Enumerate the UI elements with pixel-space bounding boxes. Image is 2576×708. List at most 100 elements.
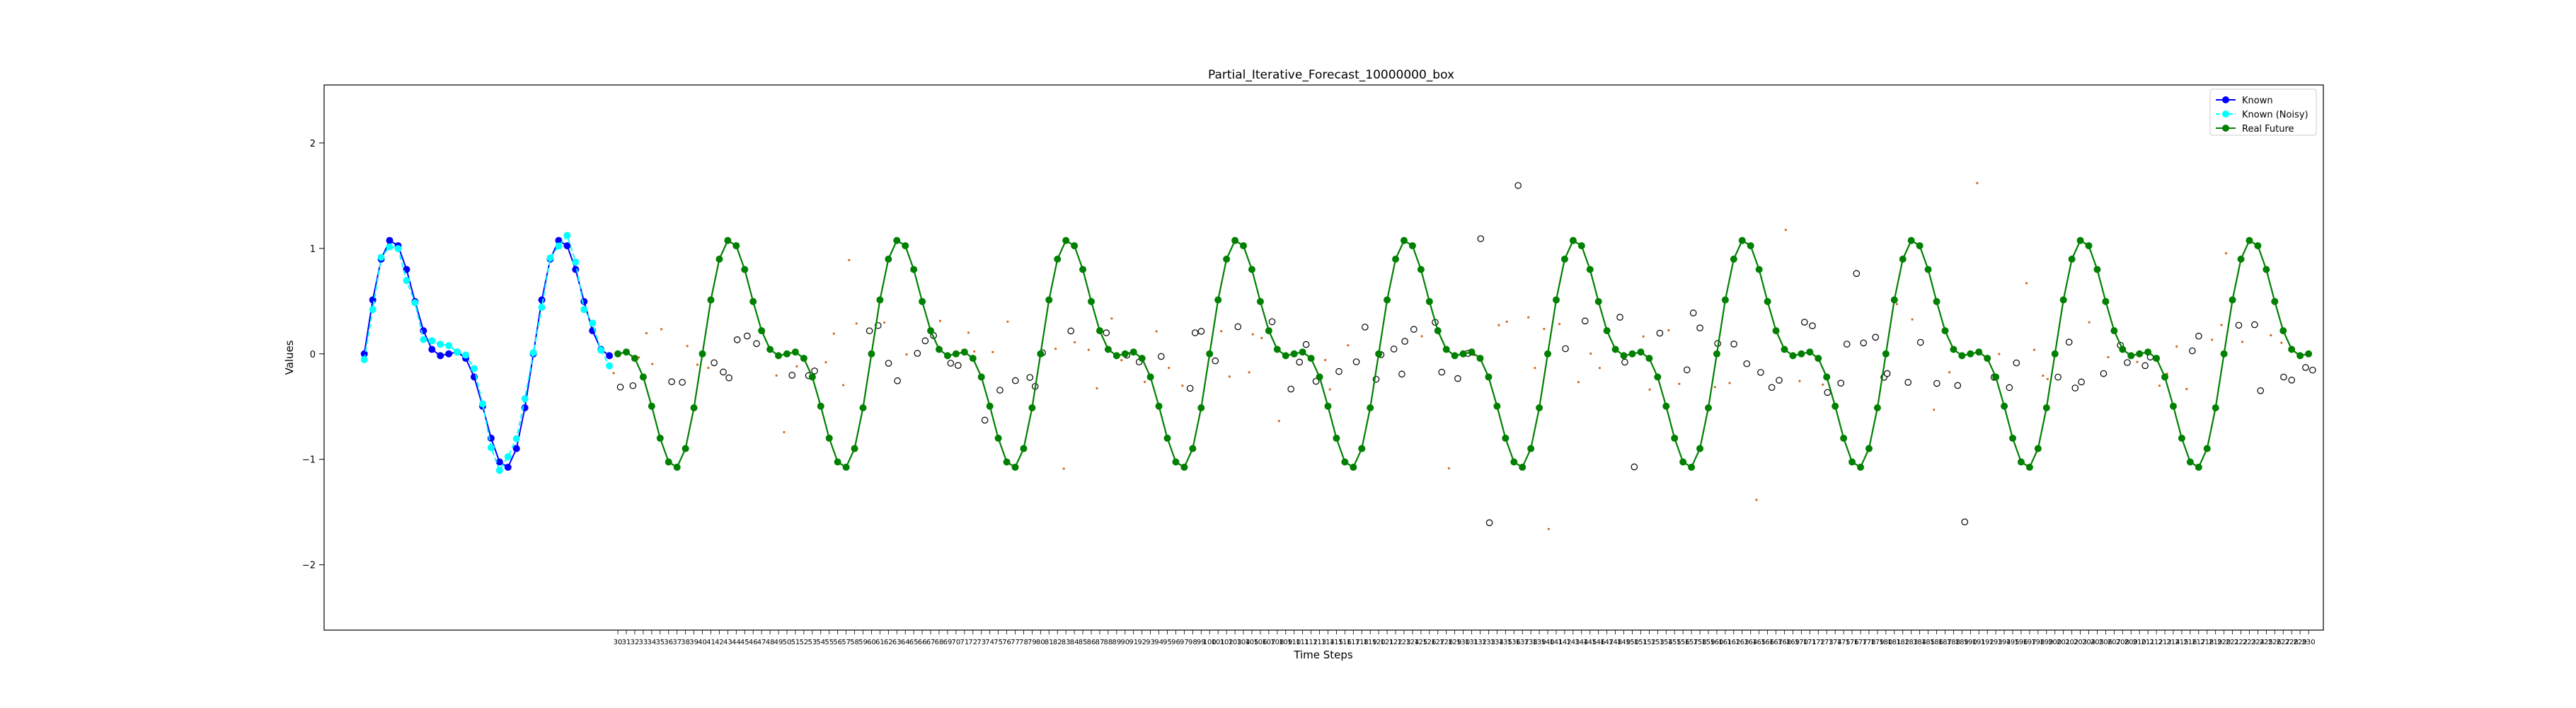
x-tick-label: 207 [2108,639,2121,646]
x-tick-label: 38 [681,639,690,646]
x-tick-label: 184 [1913,639,1926,646]
x-axis-title: Time Steps [1293,649,1353,661]
forecast-point [1809,322,1816,329]
forecast-dot [1054,347,1057,350]
x-tick-label: 228 [2285,639,2299,646]
forecast-point [1398,370,1405,378]
forecast-point [1860,339,1868,347]
forecast-dot [832,332,835,335]
real-future-point [2051,350,2059,358]
known-noisy-point [454,348,461,356]
real-future-point [2161,373,2169,381]
real-future-point [2203,445,2211,452]
real-future-point [1248,266,1255,273]
forecast-point [2251,321,2258,329]
forecast-point [2235,321,2243,329]
forecast-dot [855,322,858,325]
forecast-dot [651,362,654,365]
x-tick-label: 62 [884,639,893,646]
series-layer [360,232,2313,474]
known-noisy-point [589,319,597,327]
real-future-point [1129,348,1137,356]
real-future-point [1079,266,1087,273]
forecast-dot [1589,352,1592,355]
forecast-dot [1181,384,1184,387]
x-tick-label: 113 [1313,639,1326,646]
x-tick-label: 121 [1381,639,1394,646]
forecast-point [954,362,962,369]
forecast-dot [1577,381,1580,384]
known-noisy-point [411,299,419,307]
x-tick-label: 87 [1096,639,1105,646]
forecast-dot [1228,375,1231,378]
x-tick-label: 61 [875,639,885,646]
real-future-point [614,350,622,358]
forecast-point [1410,326,1418,333]
x-tick-label: 148 [1609,639,1622,646]
real-future-point [986,402,994,410]
x-tick-label: 47 [757,639,766,646]
known-noisy-point [555,242,563,250]
x-tick-label: 90 [1120,639,1129,646]
real-future-point [1037,350,1045,358]
chart-title: Partial_Iterative_Forecast_10000000_box [1208,68,1454,82]
real-future-point [952,350,960,358]
x-tick-label: 107 [1262,639,1275,646]
x-tick-label: 98 [1188,639,1197,646]
real-future-point [2288,346,2296,353]
real-future-point [969,355,977,362]
forecast-dot [2046,377,2049,380]
forecast-dot [1558,322,1561,326]
forecast-dot [795,365,798,368]
forecast-point [1801,319,1808,326]
forecast-point [1438,368,1446,376]
real-future-point [834,458,841,466]
forecast-point [2100,370,2108,377]
real-future-point [1569,236,1577,244]
real-future-point [1704,404,1712,412]
x-tick-label: 108 [1270,639,1284,646]
x-tick-label: 71 [960,639,969,646]
forecast-point [2302,364,2309,371]
x-tick-label: 94 [1154,639,1163,646]
real-future-point [927,327,935,335]
x-tick-label: 122 [1388,639,1402,646]
forecast-point [1012,377,1019,384]
real-future-point [2025,463,2033,471]
x-tick-label: 210 [2133,639,2146,646]
real-future-point [2068,256,2076,263]
forecast-dot [638,356,640,359]
real-future-point [1823,373,1831,381]
x-tick-label: 155 [1668,639,1681,646]
real-future-point [851,445,858,452]
real-future-point [1544,350,1552,358]
real-future-point [1273,346,1281,353]
forecast-point [1186,384,1194,392]
forecast-point [1872,333,1880,341]
real-future-point [1121,350,1129,358]
real-future-point [2093,266,2101,273]
real-future-point [1088,297,1096,305]
x-tick-label: 77 [1011,639,1020,646]
real-future-point [2220,350,2228,358]
x-tick-label: 101 [1212,639,1225,646]
forecast-point [1157,353,1165,360]
forecast-dot [1911,318,1914,321]
real-future-point [1628,350,1636,358]
x-tick-label: 167 [1769,639,1783,646]
forecast-dot [1976,181,1979,185]
forecast-dot [1006,320,1009,323]
real-future-point [1028,404,1036,412]
x-tick-label: 177 [1853,639,1867,646]
real-future-point [868,350,875,358]
forecast-point [1067,327,1074,335]
x-tick-label: 165 [1752,639,1766,646]
x-tick-label: 138 [1524,639,1538,646]
forecast-point [1961,518,1969,525]
plot-frame [323,84,2324,631]
x-tick-label: 151 [1634,639,1648,646]
known-noisy-point [420,336,427,343]
real-future-point [1688,463,1696,471]
known-point [386,236,393,244]
real-future-point [1772,327,1780,335]
